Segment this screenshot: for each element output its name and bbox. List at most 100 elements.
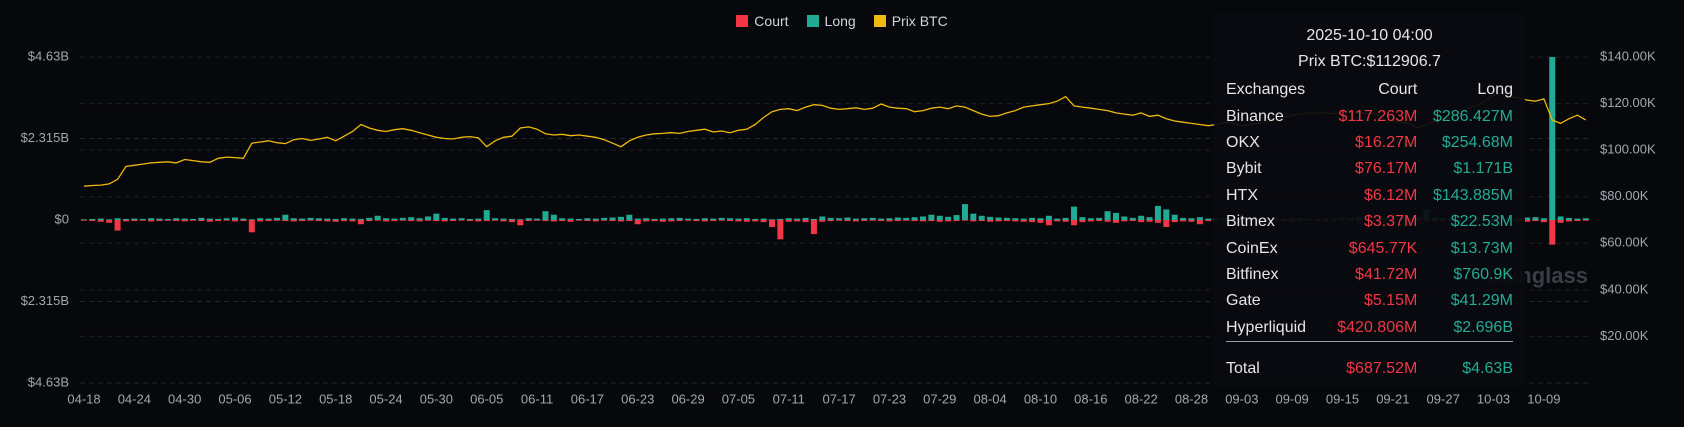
bar bbox=[349, 220, 356, 222]
tooltip-cell: $645.77K bbox=[1348, 239, 1418, 257]
tooltip-table: Exchanges Court Long Binance $117.263M $286.4… bbox=[1226, 77, 1513, 382]
bar bbox=[1138, 220, 1145, 223]
bar bbox=[492, 220, 499, 221]
y-tick-label: $0 bbox=[55, 211, 69, 226]
bar bbox=[475, 218, 482, 220]
legend-item: Long bbox=[806, 13, 856, 29]
bar bbox=[1549, 220, 1556, 245]
bar bbox=[383, 220, 390, 222]
bar bbox=[676, 217, 683, 220]
bar bbox=[819, 220, 826, 222]
bar bbox=[366, 217, 373, 220]
bar bbox=[215, 218, 222, 220]
x-tick-label: 07-05 bbox=[722, 391, 755, 406]
tooltip-row: Total $687.52M $4.63B bbox=[1226, 356, 1513, 382]
bar bbox=[617, 220, 624, 222]
bar bbox=[1104, 211, 1111, 220]
bar bbox=[1029, 217, 1036, 220]
bar bbox=[1146, 217, 1153, 220]
bar bbox=[1188, 220, 1195, 222]
bar bbox=[1154, 205, 1161, 220]
bar bbox=[911, 220, 918, 222]
x-tick-label: 06-17 bbox=[571, 391, 604, 406]
x-tick-label: 09-15 bbox=[1326, 391, 1359, 406]
bar bbox=[978, 215, 985, 220]
bar bbox=[156, 218, 163, 220]
bar bbox=[1205, 218, 1212, 220]
bar bbox=[550, 220, 557, 222]
bar bbox=[752, 220, 759, 222]
bar bbox=[232, 220, 239, 222]
bar bbox=[802, 217, 809, 220]
bar bbox=[836, 220, 843, 221]
bar bbox=[785, 218, 792, 220]
bar bbox=[576, 220, 583, 221]
bar bbox=[206, 218, 213, 220]
bar bbox=[525, 220, 532, 222]
bar bbox=[1037, 220, 1044, 223]
bar bbox=[97, 220, 104, 222]
bar bbox=[265, 218, 272, 220]
bar bbox=[928, 220, 935, 222]
bar bbox=[190, 218, 197, 220]
bar bbox=[416, 218, 423, 220]
bar bbox=[987, 220, 994, 222]
bar bbox=[273, 217, 280, 220]
bar bbox=[139, 218, 146, 220]
bar bbox=[987, 216, 994, 220]
bar bbox=[81, 219, 87, 220]
bar bbox=[1138, 215, 1145, 220]
bar bbox=[458, 220, 465, 221]
bar bbox=[433, 220, 440, 222]
bar bbox=[1096, 220, 1103, 222]
bar bbox=[1020, 220, 1027, 222]
bar bbox=[173, 220, 180, 222]
x-tick-label: 10-03 bbox=[1477, 391, 1510, 406]
bar bbox=[122, 218, 129, 220]
y2-tick-label: $80.00K bbox=[1600, 188, 1649, 203]
tooltip-cell: $41.72M bbox=[1355, 265, 1418, 283]
bar bbox=[399, 217, 406, 220]
bar bbox=[1524, 217, 1531, 220]
bar bbox=[156, 220, 163, 222]
bar bbox=[290, 220, 297, 222]
bar bbox=[609, 220, 616, 222]
bar bbox=[794, 220, 801, 222]
bar bbox=[181, 220, 188, 222]
bar bbox=[701, 220, 708, 222]
x-tick-label: 08-04 bbox=[973, 391, 1006, 406]
x-tick-label: 10-09 bbox=[1527, 391, 1560, 406]
bar bbox=[735, 220, 742, 222]
bar bbox=[827, 220, 834, 222]
bar bbox=[315, 220, 322, 222]
bar bbox=[391, 220, 398, 222]
bar bbox=[567, 218, 574, 220]
x-tick-label: 05-18 bbox=[319, 391, 352, 406]
bar bbox=[718, 220, 725, 221]
tooltip-cell: HTX bbox=[1226, 186, 1258, 204]
x-tick-label: 07-17 bbox=[822, 391, 855, 406]
bar bbox=[357, 218, 364, 220]
bar bbox=[299, 218, 306, 220]
bar bbox=[324, 218, 331, 220]
bar bbox=[1557, 216, 1564, 220]
legend-item: Court bbox=[736, 13, 789, 29]
tooltip-title: 2025-10-10 04:00 bbox=[1306, 27, 1433, 44]
bar bbox=[659, 218, 666, 220]
x-tick-label: 04-24 bbox=[118, 391, 151, 406]
bar bbox=[1012, 220, 1019, 222]
y-tick-label: $2.315B bbox=[21, 293, 69, 308]
legend-swatch bbox=[806, 15, 819, 27]
bar bbox=[341, 220, 348, 222]
bar bbox=[534, 220, 541, 221]
bar bbox=[970, 213, 977, 220]
tooltip-cell: $254.68M bbox=[1441, 133, 1513, 151]
bar bbox=[1062, 220, 1069, 222]
bar bbox=[634, 218, 641, 220]
tooltip-cell: Bybit bbox=[1226, 160, 1262, 178]
bar bbox=[995, 220, 1002, 222]
bar bbox=[676, 220, 683, 222]
bar bbox=[307, 220, 314, 221]
bar bbox=[1054, 220, 1061, 222]
bar bbox=[450, 218, 457, 220]
